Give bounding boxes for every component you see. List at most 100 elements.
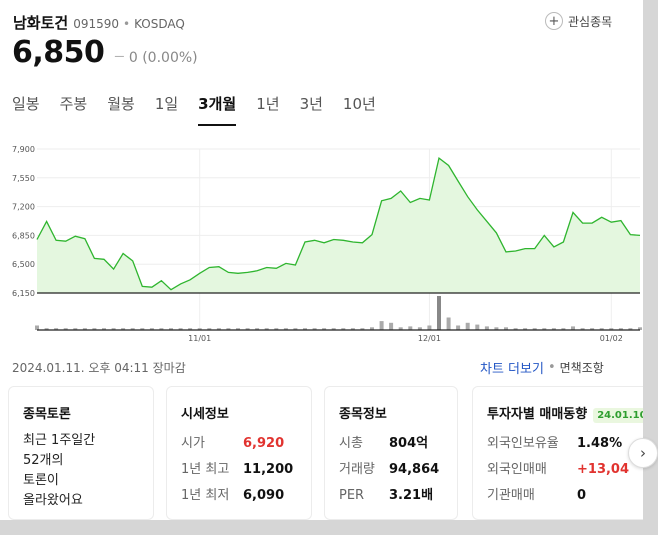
volume-bar <box>178 328 183 330</box>
volume-bar <box>580 328 585 330</box>
market-info-card[interactable]: 시세정보 시가 6,920 1년 최고 11,200 1년 최저 6,090 <box>166 386 312 520</box>
volume-bar <box>360 328 365 330</box>
discussion-line: 52개의 <box>23 453 64 468</box>
info-row: 거래량 94,864 <box>339 457 439 483</box>
tab-daily[interactable]: 일봉 <box>12 95 40 113</box>
volume-bar <box>130 328 135 330</box>
date-badge: 24.01.10 <box>593 408 643 423</box>
volume-bar <box>312 328 317 330</box>
discussion-card[interactable]: 종목토론 최근 1주일간 52개의 토론이 올라왔어요 <box>8 386 154 520</box>
volume-bar <box>437 296 441 330</box>
period-tabs: 일봉 주봉 월봉 1일 3개월 1년 3년 10년 <box>12 93 396 126</box>
tab-3year[interactable]: 3년 <box>299 95 323 113</box>
volume-bar <box>159 328 164 330</box>
more-menu-icon[interactable]: ⋮ <box>636 10 643 26</box>
row-value: 11,200 <box>243 462 294 477</box>
tab-3month[interactable]: 3개월 <box>198 93 237 126</box>
price-change: — 0 (0.00%) <box>114 50 197 66</box>
row-label: PER <box>339 488 365 503</box>
volume-bar <box>494 327 499 330</box>
volume-bar <box>427 325 432 330</box>
volume-bar <box>54 328 59 330</box>
price-area <box>37 158 640 293</box>
next-card-button[interactable]: › <box>628 438 658 468</box>
y-tick-label: 7,900 <box>12 145 35 154</box>
change-value: 0 (0.00%) <box>128 50 198 66</box>
market-rows: 시가 6,920 1년 최고 11,200 1년 최저 6,090 <box>181 431 293 509</box>
info-row: PER 3.21배 <box>339 483 439 509</box>
volume-bar <box>236 328 240 330</box>
separator-dot: • <box>547 360 556 375</box>
volume-bar <box>571 326 575 330</box>
volume-bar <box>532 328 537 330</box>
stock-panel: 남화토건 091590 • KOSDAQ + 관심종목 ⋮ 6,850 — 0 … <box>0 0 643 520</box>
disclaimer-link[interactable]: 면책조항 <box>559 361 604 375</box>
volume-bar <box>207 328 212 330</box>
stock-info-card[interactable]: 종목정보 시총 804억 거래량 94,864 PER 3.21배 <box>324 386 458 520</box>
volume-bar <box>446 317 451 330</box>
volume-bar <box>417 327 422 330</box>
volume-bar <box>169 328 173 330</box>
volume-bar <box>140 328 145 330</box>
change-symbol: — <box>114 51 125 62</box>
row-label: 시가 <box>181 436 205 451</box>
volume-bar <box>523 328 528 330</box>
last-update: 2024.01.11. 오후 04:11 장마감 <box>12 361 186 375</box>
row-value: 3.21배 <box>389 488 434 503</box>
row-value: +13,04 <box>577 462 630 477</box>
x-tick-label: 11/01 <box>188 334 211 343</box>
volume-bar <box>111 328 116 330</box>
current-price: 6,850 <box>12 35 105 70</box>
discussion-line: 최근 1주일간 <box>23 433 96 448</box>
volume-bar <box>379 321 384 330</box>
price-row: 6,850 — 0 (0.00%) <box>12 35 198 70</box>
tab-1year[interactable]: 1년 <box>256 95 280 113</box>
volume-bar <box>350 328 355 330</box>
row-label: 시총 <box>339 436 363 451</box>
volume-bar <box>102 328 106 330</box>
tab-10year[interactable]: 10년 <box>342 95 376 113</box>
volume-bar <box>274 328 279 330</box>
card-title-text: 투자자별 매매동향 <box>487 407 588 422</box>
favorite-label: 관심종목 <box>568 14 613 29</box>
card-title: 종목토론 <box>23 407 71 422</box>
discussion-text: 최근 1주일간 52개의 토론이 올라왔어요 <box>23 431 95 511</box>
volume-bar <box>35 325 39 330</box>
volume-bar <box>618 328 623 330</box>
volume-bar <box>63 328 68 330</box>
volume-bar <box>504 327 508 330</box>
row-label: 거래량 <box>339 462 375 477</box>
chart-links: 차트 더보기 • 면책조항 <box>480 358 604 377</box>
volume-bar <box>341 328 346 330</box>
chart-more-link[interactable]: 차트 더보기 <box>480 362 544 377</box>
volume-bar <box>609 328 614 330</box>
volume-bar <box>628 328 633 330</box>
tab-weekly[interactable]: 주봉 <box>59 95 88 113</box>
price-line <box>36 156 641 291</box>
volume-bar <box>322 328 327 330</box>
investor-row: 외국인매매 +13,04 <box>487 457 629 483</box>
volume-bar <box>245 328 250 330</box>
price-chart[interactable]: 7,900 7,550 7,200 6,850 6,500 6,150 11/01 12/01… <box>0 138 643 350</box>
stock-header: 남화토건 091590 • KOSDAQ <box>13 12 185 33</box>
stock-name: 남화토건 <box>13 14 69 32</box>
investor-trend-card[interactable]: 투자자별 매매동향 24.01.10 외국인보유율 1.48% 외국인매매 +13… <box>472 386 643 520</box>
discussion-line: 토론이 <box>23 473 59 488</box>
tab-1day[interactable]: 1일 <box>154 95 179 113</box>
y-tick-label: 6,850 <box>12 231 35 240</box>
volume-bar <box>475 324 480 330</box>
market-row: 시가 6,920 <box>181 431 293 457</box>
volume-bar <box>149 328 154 330</box>
row-value: 94,864 <box>389 462 440 477</box>
volume-bar <box>216 328 221 330</box>
volume-bar <box>92 328 97 330</box>
add-favorite-button[interactable]: + 관심종목 <box>545 12 612 30</box>
tab-monthly[interactable]: 월봉 <box>107 95 135 113</box>
volume-bar <box>465 322 470 330</box>
volume-bar <box>226 328 231 330</box>
row-label: 1년 최저 <box>181 488 230 503</box>
market-name: KOSDAQ <box>134 17 185 31</box>
row-label: 외국인매매 <box>487 462 547 477</box>
x-tick-label: 01/02 <box>600 334 623 343</box>
volume-bar <box>73 328 78 330</box>
